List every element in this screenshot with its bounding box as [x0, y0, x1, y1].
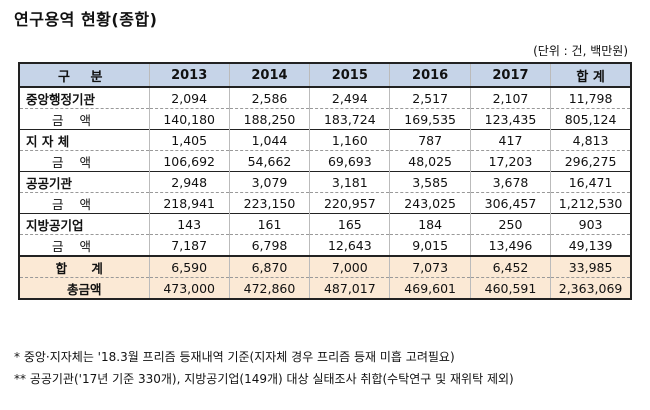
sub-label: 금 액: [52, 154, 97, 170]
cell: 7,000: [309, 255, 391, 278]
cell: 3,079: [229, 171, 311, 193]
row-label: 중앙행정기관: [18, 86, 150, 109]
cell: 2,107: [470, 86, 552, 109]
cell: 33,985: [550, 255, 633, 278]
footnote: ** 공공기관('17년 기준 330개), 지방공기업(149개) 대상 실태…: [14, 372, 514, 386]
cell: 1,044: [229, 129, 311, 151]
sub-label: 금 액: [52, 238, 97, 254]
total-amount-label: 총금액: [18, 277, 150, 300]
cell: 2,517: [389, 86, 471, 109]
cell: 165: [309, 213, 391, 235]
cell: 184: [389, 213, 471, 235]
cell: 223,150: [229, 192, 311, 214]
cell: 2,363,069: [550, 277, 633, 300]
total-label: 합 계: [18, 255, 150, 278]
cell: 805,124: [550, 108, 633, 130]
cell: 306,457: [470, 192, 552, 214]
header-2017: 2017: [470, 62, 552, 88]
cell: 6,590: [149, 255, 230, 278]
cell: 296,275: [550, 150, 633, 172]
sub-label: 금 액: [52, 196, 97, 212]
cell: 169,535: [389, 108, 471, 130]
cell: 1,212,530: [550, 192, 633, 214]
cell: 473,000: [149, 277, 230, 300]
header-category: 구 분: [18, 62, 150, 88]
unit-note: (단위 : 건, 백만원): [533, 44, 628, 58]
table-row: 금 액 7,187 6,798 12,643 9,015 13,496 49,1…: [18, 234, 633, 256]
cell: 2,586: [229, 86, 311, 109]
header-row: 구 분 2013 2014 2015 2016 2017 합 계: [18, 62, 633, 88]
cell: 472,860: [229, 277, 311, 300]
cell: 69,693: [309, 150, 391, 172]
cell: 2,094: [149, 86, 230, 109]
cell: 17,203: [470, 150, 552, 172]
cell: 220,957: [309, 192, 391, 214]
footnote: * 중앙·지자체는 '18.3월 프리즘 등재내역 기준(지자체 경우 프리즘 …: [14, 350, 455, 364]
table-row: 공공기관 2,948 3,079 3,181 3,585 3,678 16,47…: [18, 171, 633, 193]
header-2015: 2015: [309, 62, 391, 88]
total-row: 합 계 6,590 6,870 7,000 7,073 6,452 33,985: [18, 255, 633, 278]
cell: 49,139: [550, 234, 633, 256]
table-row: 금 액 140,180 188,250 183,724 169,535 123,…: [18, 108, 633, 130]
cell: 4,813: [550, 129, 633, 151]
table-row: 중앙행정기관 2,094 2,586 2,494 2,517 2,107 11,…: [18, 86, 633, 109]
cell: 469,601: [389, 277, 471, 300]
cell: 2,494: [309, 86, 391, 109]
total-amount-row: 총금액 473,000 472,860 487,017 469,601 460,…: [18, 277, 633, 300]
cell: 460,591: [470, 277, 552, 300]
cell: 140,180: [149, 108, 230, 130]
cell: 243,025: [389, 192, 471, 214]
table-row: 금 액 106,692 54,662 69,693 48,025 17,203 …: [18, 150, 633, 172]
cell: 188,250: [229, 108, 311, 130]
table-row: 지방공기업 143 161 165 184 250 903: [18, 213, 633, 235]
cell: 161: [229, 213, 311, 235]
cell: 218,941: [149, 192, 230, 214]
cell: 7,187: [149, 234, 230, 256]
cell: 250: [470, 213, 552, 235]
cell: 106,692: [149, 150, 230, 172]
cell: 3,181: [309, 171, 391, 193]
row-label: 공공기관: [18, 171, 150, 193]
header-2016: 2016: [389, 62, 471, 88]
cell: 487,017: [309, 277, 391, 300]
cell: 3,585: [389, 171, 471, 193]
cell: 16,471: [550, 171, 633, 193]
cell: 48,025: [389, 150, 471, 172]
table-row: 금 액 218,941 223,150 220,957 243,025 306,…: [18, 192, 633, 214]
cell: 13,496: [470, 234, 552, 256]
cell: 1,405: [149, 129, 230, 151]
research-service-table: 구 분 2013 2014 2015 2016 2017 합 계 중앙행정기관 …: [18, 62, 633, 300]
page-title: 연구용역 현황(종합): [14, 10, 158, 29]
cell: 417: [470, 129, 552, 151]
cell: 903: [550, 213, 633, 235]
cell: 1,160: [309, 129, 391, 151]
sub-label: 금 액: [52, 112, 97, 128]
cell: 12,643: [309, 234, 391, 256]
header-2013: 2013: [149, 62, 230, 88]
cell: 787: [389, 129, 471, 151]
row-label: 지 자 체: [18, 129, 150, 151]
cell: 54,662: [229, 150, 311, 172]
cell: 9,015: [389, 234, 471, 256]
row-label: 지방공기업: [18, 213, 150, 235]
cell: 143: [149, 213, 230, 235]
footnotes: * 중앙·지자체는 '18.3월 프리즘 등재내역 기준(지자체 경우 프리즘 …: [14, 346, 514, 390]
cell: 123,435: [470, 108, 552, 130]
table-row: 지 자 체 1,405 1,044 1,160 787 417 4,813: [18, 129, 633, 151]
cell: 2,948: [149, 171, 230, 193]
cell: 11,798: [550, 86, 633, 109]
cell: 7,073: [389, 255, 471, 278]
cell: 6,798: [229, 234, 311, 256]
cell: 6,452: [470, 255, 552, 278]
header-2014: 2014: [229, 62, 311, 88]
cell: 6,870: [229, 255, 311, 278]
header-total: 합 계: [550, 62, 633, 88]
cell: 3,678: [470, 171, 552, 193]
cell: 183,724: [309, 108, 391, 130]
